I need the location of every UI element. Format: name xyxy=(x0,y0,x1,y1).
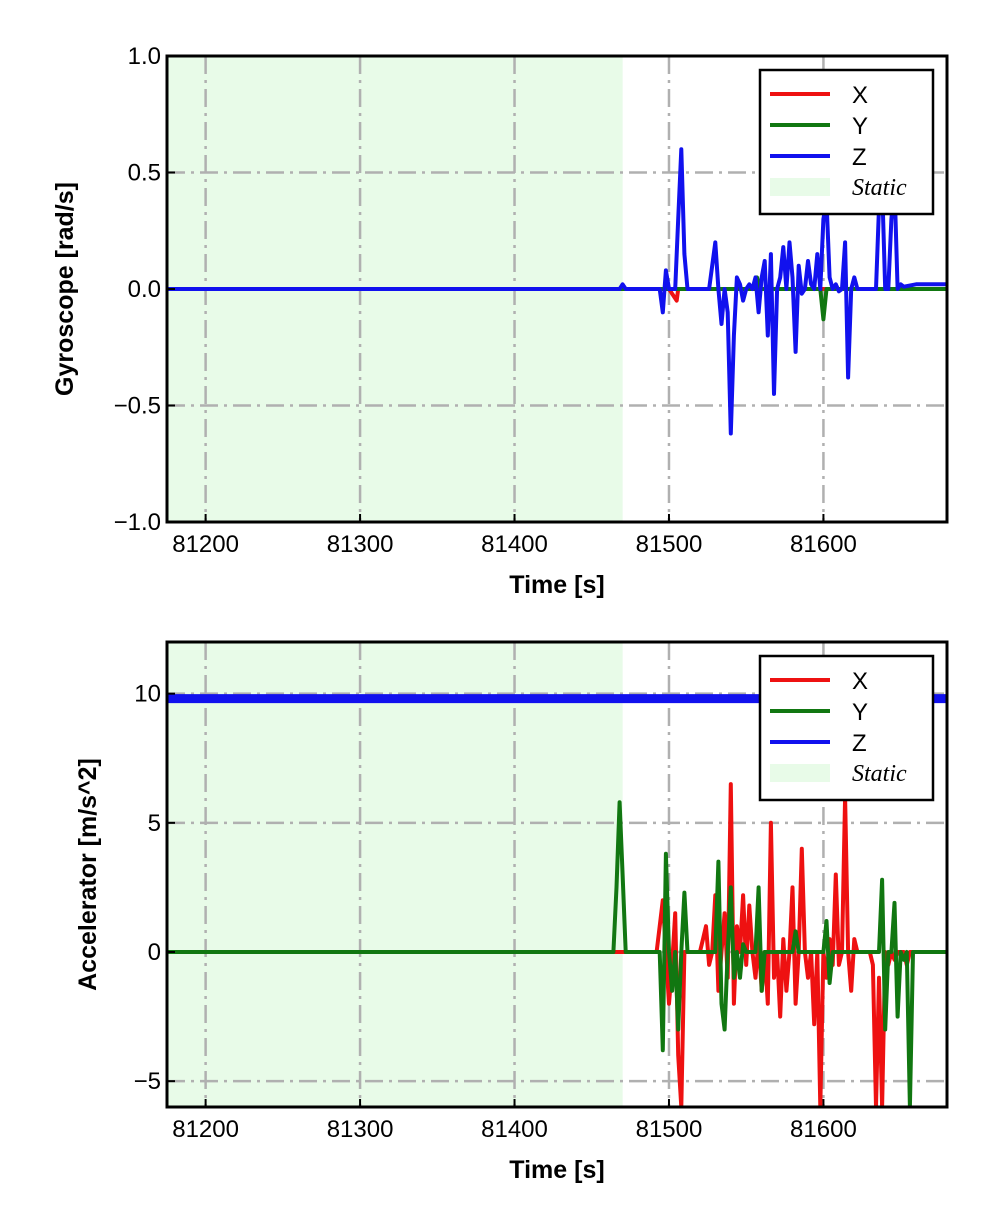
y-tick-label: 0.0 xyxy=(128,276,161,303)
legend: XYZ Static xyxy=(758,68,935,216)
series-line-x xyxy=(167,782,947,1107)
x-tick-label: 81200 xyxy=(172,531,239,558)
legend-swatch-static xyxy=(770,178,830,196)
legend-label-y: Y xyxy=(852,113,868,140)
gyroscope-panel: 81200 81300 81400 81500 81600 −1.0 −0.5 0.0 0.5 1… xyxy=(51,43,949,599)
x-tick-label: 81600 xyxy=(790,531,857,558)
series-line-y xyxy=(167,800,947,1107)
x-tick-label: 81200 xyxy=(172,1116,239,1143)
axes-frame xyxy=(165,640,949,1109)
x-axis-label: Time [s] xyxy=(509,571,604,599)
legend: XYZ Static xyxy=(758,654,935,802)
legend-label-z: Z xyxy=(852,144,867,171)
accelerometer-panel: 81200 81300 81400 81500 81600 −5 0 5 10 Time [s] A… xyxy=(74,640,949,1184)
legend-label-x: X xyxy=(852,668,868,695)
x-axis-label: Time [s] xyxy=(509,1156,604,1184)
y-tick-label: 10 xyxy=(134,681,161,708)
x-tick-label: 81600 xyxy=(790,1116,857,1143)
y-tick-label: 0 xyxy=(148,939,161,966)
static-region xyxy=(167,642,623,1107)
x-tick-label: 81300 xyxy=(327,531,394,558)
legend-label-z: Z xyxy=(852,730,867,757)
legend-label-x: X xyxy=(852,82,868,109)
legend-label-static: Static xyxy=(852,175,907,201)
y-axis-label: Gyroscope [rad/s] xyxy=(51,182,79,396)
x-tick-label: 81500 xyxy=(636,531,703,558)
y-tick-label: 0.5 xyxy=(128,160,161,187)
legend-label-static: Static xyxy=(852,761,907,787)
legend-swatch-static xyxy=(770,764,830,782)
y-axis-label: Accelerator [m/s^2] xyxy=(74,758,102,991)
x-tick-label: 81300 xyxy=(327,1116,394,1143)
series-line-z xyxy=(167,147,947,436)
x-tick-label: 81400 xyxy=(481,1116,548,1143)
y-tick-label: 1.0 xyxy=(128,43,161,70)
x-tick-label: 81400 xyxy=(481,531,548,558)
x-tick-label: 81500 xyxy=(636,1116,703,1143)
plot-area xyxy=(167,147,947,436)
y-tick-label: −5 xyxy=(134,1068,161,1095)
legend-label-y: Y xyxy=(852,699,868,726)
y-tick-label: 5 xyxy=(148,810,161,837)
y-tick-label: −0.5 xyxy=(114,393,161,420)
y-tick-label: −1.0 xyxy=(114,509,161,536)
